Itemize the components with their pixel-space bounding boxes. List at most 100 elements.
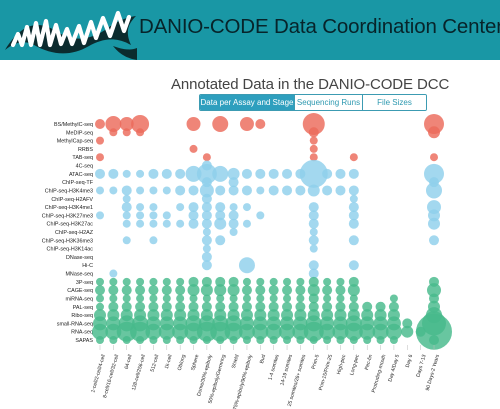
bubble-chip-seq-h2afv-64-cell bbox=[122, 194, 131, 203]
bubble-pal-seq-50-epiboly-germring bbox=[215, 301, 226, 312]
assay-label-chip-seq-h3k27me3: ChIP-seq-H3K27me3 bbox=[42, 213, 93, 219]
bubble-chip-seq-h3k36me3-prim-5 bbox=[308, 235, 319, 246]
bubble-atac-seq-1k-cell bbox=[161, 168, 172, 179]
bubble-chip-seq-h3k4me3-14-19-somites bbox=[282, 185, 293, 196]
assay-label-chip-seq-h3k36me3: ChIP-seq-H3K36me3 bbox=[42, 238, 93, 244]
bubble-rna-seq-long-pec bbox=[344, 322, 363, 341]
site-title: DANIO-CODE Data Coordination Center bbox=[139, 15, 500, 38]
bubble-mirna-seq-bud bbox=[256, 294, 265, 303]
bubble-sapas-protruding-mouth bbox=[376, 336, 385, 344]
bubble-chip-seq-h3k27ac-long-pec bbox=[348, 218, 359, 229]
assay-label-ribo-seq: Ribo-seq bbox=[71, 313, 93, 319]
bubble-chip-seq-h3k27me3-50-epiboly-germring bbox=[215, 210, 226, 221]
bubble-ribo-seq-dome-30-epiboly bbox=[200, 309, 213, 322]
bubble-chip-seq-h3k27me3-64-cell bbox=[122, 211, 131, 220]
bubble-chip-seq-h3k36me3-64-cell bbox=[122, 236, 131, 245]
bubble-cage-seq-oblong bbox=[175, 285, 186, 296]
bubble-pal-seq-high-pec bbox=[335, 301, 346, 312]
assay-label-chip-seq-h3k4me1: ChIP-seq-H3K4me1 bbox=[45, 205, 93, 211]
bubble-sapas-14-19-somites bbox=[283, 336, 292, 344]
bubble-mirna-seq-8-cell-16-cell-32-cell bbox=[109, 294, 118, 303]
bubble-mirna-seq-sphere bbox=[189, 294, 198, 303]
bubble-methylcap-seq-1-cell-2-cell-4-cell bbox=[96, 136, 104, 145]
bubble-small-rna-seq-512-cell bbox=[146, 316, 161, 331]
bubble-3p-seq-512-cell bbox=[149, 277, 158, 286]
bubble-3p-seq-1-4-somites bbox=[269, 277, 278, 286]
bubble-atac-seq-1-4-somites bbox=[268, 168, 279, 179]
bubble-small-rna-seq-1-cell-2-cell-4-cell bbox=[93, 316, 107, 331]
view-tabs: Data per Assay and Stage Sequencing Runs… bbox=[199, 94, 427, 111]
bubble-chip-seq-h3k4me3-25-somites-26-somites bbox=[295, 185, 306, 196]
bubble-tab-seq-90-days-2-years bbox=[430, 153, 438, 162]
bubble-cage-seq-90-days-2-years bbox=[427, 283, 441, 298]
bubble-3p-seq-128-cell-256-cell bbox=[136, 277, 145, 286]
bubble-3p-seq-high-pec bbox=[336, 277, 345, 286]
bubble-sapas-pec-fin bbox=[363, 336, 372, 344]
bubble-mirna-seq-512-cell bbox=[149, 294, 158, 303]
bubble-atac-seq-shield bbox=[227, 167, 240, 180]
bubble-sapas-dome-30-epiboly bbox=[202, 336, 211, 344]
bubble-medip-seq-prim-5 bbox=[308, 127, 319, 138]
bubble-ribo-seq-sphere bbox=[187, 309, 200, 322]
bubble-atac-seq-512-cell bbox=[148, 168, 159, 179]
bubble-sapas-8-cell-16-cell-32-cell bbox=[109, 336, 118, 344]
bubble-chip-seq-h3k27ac-dome-30-epiboly bbox=[201, 218, 212, 229]
bubble-chip-seq-h3k4me1-dome-30-epiboly bbox=[201, 202, 212, 213]
bubble-ribo-seq-day-4-day-5 bbox=[387, 309, 400, 322]
stage-label-prim-5: Prim-5 bbox=[311, 354, 321, 370]
bubble-medip-seq-128-cell-256-cell bbox=[136, 128, 145, 137]
bubble-atac-seq-sphere bbox=[185, 165, 202, 182]
tab-sequencing-runs[interactable]: Sequencing Runs bbox=[294, 95, 362, 110]
bubble-chip-seq-h3k27me3-512-cell bbox=[149, 211, 158, 220]
bubble-ribo-seq-oblong bbox=[174, 309, 187, 322]
bubble-mirna-seq-shield bbox=[229, 294, 238, 303]
bubble-rna-seq-high-pec bbox=[332, 323, 349, 340]
bubble-small-rna-seq-shield bbox=[225, 315, 242, 332]
tab-file-sizes[interactable]: File Sizes bbox=[362, 95, 426, 110]
bubble-small-rna-seq-pec-fin bbox=[360, 316, 375, 331]
assay-label-tab-seq: TAB-seq bbox=[72, 155, 93, 161]
bubble-bs-methylc-seq-bud bbox=[255, 119, 266, 129]
chart-title: Annotated Data in the DANIO-CODE DCC bbox=[171, 76, 450, 93]
tab-data-per-assay-and-stage[interactable]: Data per Assay and Stage bbox=[200, 95, 294, 110]
bubble-ribo-seq-prim-15-prim-25 bbox=[321, 309, 334, 322]
bubble-chip-seq-h3k4me1-128-cell-256-cell bbox=[136, 203, 145, 212]
bubble-chip-seq-h3k4me3-sphere bbox=[188, 185, 199, 196]
stage-label-long-pec: Long-pec bbox=[349, 353, 361, 376]
bubble-mnase-seq-prim-5 bbox=[308, 268, 319, 279]
assay-label-bs-methylc-seq: BS/MethylC-seq bbox=[54, 122, 93, 128]
bubble-rna-seq-128-cell-256-cell bbox=[130, 321, 151, 342]
bubble-mirna-seq-25-somites-26-somites bbox=[296, 294, 305, 303]
bubble-bs-methylc-seq-50-epiboly-germring bbox=[212, 116, 229, 132]
bubble-mirna-seq-oblong bbox=[176, 294, 185, 303]
bubble-3p-seq-oblong bbox=[176, 277, 185, 286]
bubble-chip-seq-h3k27ac-128-cell-256-cell bbox=[136, 219, 145, 228]
bubble-chip-seq-h3k27ac-prim-5 bbox=[308, 218, 319, 229]
bubble-bs-methylc-seq-prim-5 bbox=[302, 113, 325, 135]
bubble-sapas-sphere bbox=[189, 336, 198, 344]
bubble-chip-seq-h3k4me3-prim-15-prim-25 bbox=[322, 185, 333, 196]
bubble-chip-seq-h3k4me3-1k-cell bbox=[162, 186, 171, 195]
bubble-ribo-seq-90-days-2-years bbox=[426, 307, 442, 324]
bubble-cage-seq-high-pec bbox=[335, 285, 346, 296]
bubble-chip-seq-h3k4me1-shield bbox=[229, 203, 238, 212]
bubble-chip-seq-h3k27me3-1-cell-2-cell-4-cell bbox=[96, 211, 104, 220]
assay-label-methylcap-seq: MethylCap-seq bbox=[57, 139, 93, 145]
bubble-cage-seq-64-cell bbox=[121, 285, 132, 296]
stage-label-high-pec: High-pec bbox=[336, 353, 348, 375]
bubble-rna-seq-day-6 bbox=[401, 325, 414, 338]
bubble-chip-seq-h2az-dome-30-epiboly bbox=[202, 228, 211, 236]
bubble-pal-seq-1-cell-2-cell-4-cell bbox=[96, 302, 104, 311]
bubble-pal-seq-64-cell bbox=[121, 301, 132, 312]
bubble-atac-seq-90-days-2-years bbox=[424, 163, 444, 184]
bubble-chip-seq-h3k27me3-long-pec bbox=[348, 210, 359, 221]
bubble-small-rna-seq-50-epiboly-germring bbox=[212, 315, 229, 332]
bubble-cage-seq-prim-5 bbox=[307, 284, 320, 297]
bubble-rna-seq-25-somites-26-somites bbox=[292, 323, 309, 340]
stage-label-pec-fin: Pec-fin bbox=[364, 354, 374, 371]
bubble-3p-seq-bud bbox=[256, 277, 265, 286]
bubble-sapas-day-4-day-5 bbox=[389, 336, 398, 344]
bubble-small-rna-seq-128-cell-256-cell bbox=[132, 315, 149, 332]
bubble-mirna-seq-prim-15-prim-25 bbox=[323, 294, 332, 303]
